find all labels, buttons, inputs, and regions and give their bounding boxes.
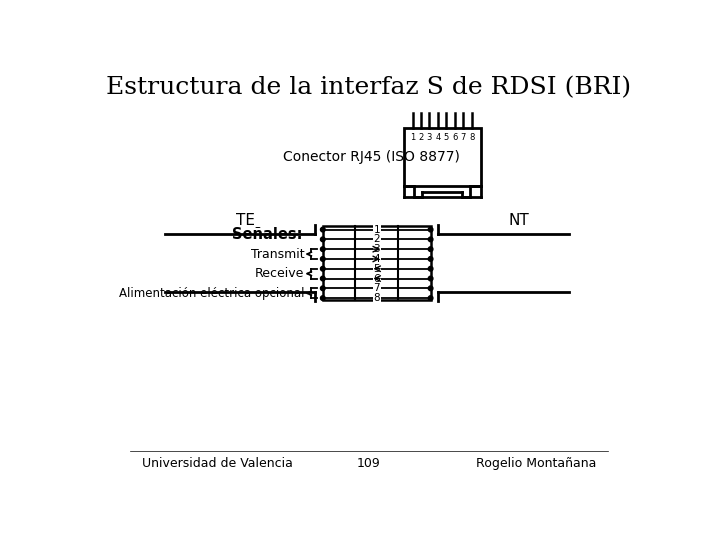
Text: 8: 8 xyxy=(374,293,380,303)
Text: 8: 8 xyxy=(469,133,474,142)
Text: 5: 5 xyxy=(374,264,380,274)
Text: 3: 3 xyxy=(427,133,432,142)
Text: Señales:: Señales: xyxy=(233,227,303,242)
Text: 3: 3 xyxy=(374,244,380,254)
Bar xyxy=(404,129,481,186)
Text: 7: 7 xyxy=(374,284,380,293)
Text: 6: 6 xyxy=(452,133,457,142)
Text: 1: 1 xyxy=(374,225,380,234)
Text: Conector RJ45 (ISO 8877): Conector RJ45 (ISO 8877) xyxy=(283,150,459,164)
Text: 7: 7 xyxy=(461,133,466,142)
Circle shape xyxy=(428,256,433,261)
Circle shape xyxy=(320,266,325,271)
Circle shape xyxy=(428,296,433,300)
Circle shape xyxy=(428,266,433,271)
Text: 5: 5 xyxy=(444,133,449,142)
Bar xyxy=(323,226,431,300)
Circle shape xyxy=(428,247,433,252)
Text: TE: TE xyxy=(236,213,256,228)
Text: Alimentación eléctrica opcional: Alimentación eléctrica opcional xyxy=(119,287,305,300)
Text: 6: 6 xyxy=(374,274,380,284)
Text: 2: 2 xyxy=(374,234,380,245)
Circle shape xyxy=(320,276,325,281)
Circle shape xyxy=(320,256,325,261)
Text: 4: 4 xyxy=(374,254,380,264)
Text: Receive: Receive xyxy=(255,267,305,280)
Circle shape xyxy=(320,296,325,300)
Circle shape xyxy=(320,227,325,232)
Text: 4: 4 xyxy=(436,133,441,142)
Text: 1: 1 xyxy=(410,133,415,142)
Circle shape xyxy=(428,227,433,232)
Circle shape xyxy=(428,286,433,291)
Text: 109: 109 xyxy=(357,457,381,470)
Text: NT: NT xyxy=(509,213,529,228)
Text: Transmit: Transmit xyxy=(251,247,305,261)
Circle shape xyxy=(320,286,325,291)
Circle shape xyxy=(428,237,433,242)
Text: 2: 2 xyxy=(418,133,423,142)
Circle shape xyxy=(428,276,433,281)
Text: Universidad de Valencia: Universidad de Valencia xyxy=(142,457,293,470)
Circle shape xyxy=(320,247,325,252)
Text: Estructura de la interfaz S de RDSI (BRI): Estructura de la interfaz S de RDSI (BRI… xyxy=(107,76,631,99)
Circle shape xyxy=(320,237,325,242)
Text: Rogelio Montañana: Rogelio Montañana xyxy=(476,457,596,470)
